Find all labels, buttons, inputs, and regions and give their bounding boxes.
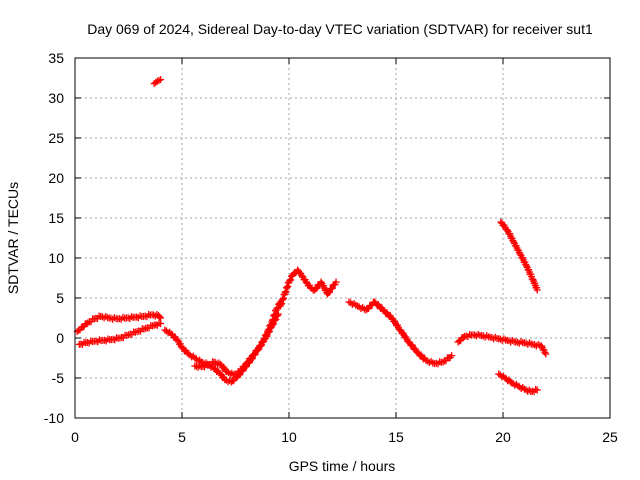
- y-tick-label: 35: [48, 50, 64, 66]
- data-point: [298, 272, 306, 280]
- data-point: [287, 276, 295, 284]
- data-point: [302, 278, 310, 286]
- data-point: [533, 386, 541, 394]
- y-tick-label: 10: [48, 250, 64, 266]
- data-point: [448, 352, 456, 360]
- x-axis-label: GPS time / hours: [289, 458, 396, 474]
- data-point: [196, 362, 204, 370]
- x-tick-label: 25: [602, 429, 618, 445]
- data-point: [257, 342, 265, 350]
- data-point: [273, 312, 281, 319]
- data-point: [164, 329, 172, 337]
- data-point: [511, 381, 519, 389]
- data-point: [474, 330, 482, 338]
- data-point: [509, 237, 517, 244]
- data-point: [534, 340, 542, 348]
- data-point: [229, 371, 237, 379]
- data-point: [497, 218, 505, 226]
- y-tick-label: -5: [52, 370, 65, 386]
- data-point: [238, 366, 246, 374]
- plot-frame: [74, 57, 611, 419]
- data-point: [155, 76, 163, 84]
- data-point: [110, 314, 118, 322]
- data-point: [263, 332, 271, 340]
- x-tick-label: 20: [495, 429, 511, 445]
- data-point: [328, 284, 336, 292]
- data-point: [515, 249, 523, 256]
- data-point: [251, 350, 259, 358]
- data-point: [517, 385, 525, 392]
- data-point: [498, 373, 506, 381]
- data-point: [510, 238, 518, 246]
- data-point: [194, 357, 202, 365]
- data-point: [525, 386, 533, 394]
- data-point: [533, 286, 541, 294]
- data-point: [459, 334, 467, 342]
- data-point: [517, 338, 525, 346]
- data-point: [269, 320, 277, 328]
- data-point: [313, 284, 321, 292]
- chart-title: Day 069 of 2024, Sidereal Day-to-day VTE…: [87, 21, 593, 37]
- data-point: [157, 76, 165, 84]
- data-points: [73, 76, 550, 396]
- data-point: [516, 250, 524, 258]
- y-tick-label: 0: [56, 330, 64, 346]
- data-point: [317, 278, 325, 286]
- y-tick-label: 5: [56, 290, 64, 306]
- data-point: [294, 266, 302, 274]
- y-tick-label: 20: [48, 170, 64, 186]
- data-point: [522, 261, 530, 268]
- data-point: [260, 338, 268, 346]
- y-tick-label: 15: [48, 210, 64, 226]
- data-point: [541, 348, 549, 356]
- data-point: [325, 288, 333, 296]
- x-tick-label: 0: [71, 429, 79, 445]
- y-tick-label: 30: [48, 90, 64, 106]
- data-point: [272, 315, 280, 323]
- y-tick-label: 25: [48, 130, 64, 146]
- data-point: [102, 312, 110, 320]
- data-point: [508, 336, 516, 344]
- data-point: [286, 276, 294, 284]
- data-point: [157, 320, 165, 328]
- data-point: [84, 319, 92, 327]
- grid: [75, 58, 610, 418]
- data-point: [217, 370, 225, 378]
- data-point: [274, 310, 282, 318]
- data-point: [204, 361, 212, 369]
- data-point: [503, 226, 511, 234]
- data-point: [538, 342, 546, 350]
- x-tick-label: 5: [178, 429, 186, 445]
- data-point: [265, 327, 273, 335]
- x-tick-label: 15: [388, 429, 404, 445]
- data-point: [156, 313, 164, 321]
- y-tick-label: -10: [44, 410, 64, 426]
- data-point: [542, 350, 550, 358]
- x-tick-label: 10: [281, 429, 297, 445]
- data-point: [332, 278, 340, 286]
- y-axis-label: SDTVAR / TECUs: [5, 182, 21, 294]
- data-point: [153, 77, 161, 85]
- axis-ticks: 0 5 10 15 20 25 -10 -5 0 5 10 15 20 25 30 35: [44, 50, 618, 445]
- data-point: [188, 353, 196, 361]
- data-point: [523, 262, 531, 270]
- data-point: [267, 324, 275, 331]
- data-point: [244, 358, 252, 366]
